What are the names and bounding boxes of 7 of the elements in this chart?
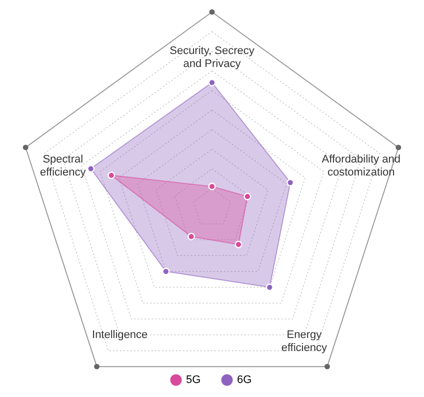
spoke-label: Affordability and costomization [322,154,400,179]
spoke-label: Spectral efficiency [40,154,86,179]
legend-label: 5G [186,374,201,386]
spoke-label: Energy efficiency [281,328,328,354]
spoke-label: Intelligence [92,328,148,341]
legend-label: 6G [237,374,252,386]
spoke-label: Security, Secrecy and Privacy [170,45,255,70]
